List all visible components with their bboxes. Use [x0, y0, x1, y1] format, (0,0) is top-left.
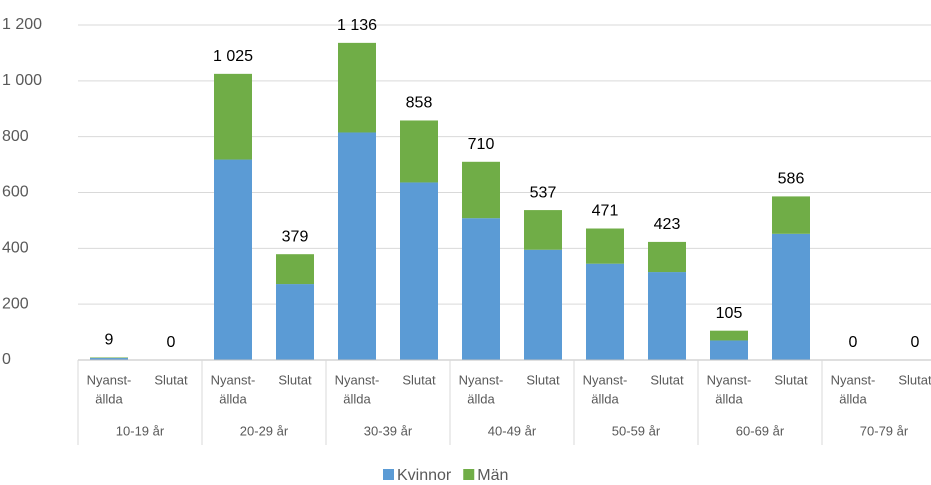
- legend-swatch: [383, 469, 394, 480]
- bar-segment: [400, 182, 438, 360]
- total-label: 1 136: [337, 17, 377, 34]
- group-label: 10-19 år: [116, 423, 165, 438]
- x-tick-label: Nyanst-: [335, 372, 380, 387]
- bar-segment: [648, 241, 686, 273]
- group-label: 60-69 år: [736, 423, 785, 438]
- legend-label: Kvinnor: [397, 467, 452, 484]
- total-label: 858: [406, 95, 433, 112]
- group-label: 20-29 år: [240, 423, 289, 438]
- legend-label: Män: [477, 467, 508, 484]
- total-label: 1 025: [213, 48, 253, 65]
- bar-segment: [462, 161, 500, 219]
- x-tick-label: ällda: [467, 391, 495, 406]
- y-tick-label: 1 000: [2, 72, 42, 89]
- bar-segment: [710, 330, 748, 341]
- y-tick-label: 800: [2, 128, 29, 145]
- x-tick-label: Slutat: [278, 372, 312, 387]
- legend-swatch: [463, 469, 475, 480]
- total-label: 9: [105, 332, 114, 349]
- x-tick-label: ällda: [219, 391, 247, 406]
- group-label: 70-79 år: [860, 423, 909, 438]
- total-label: 379: [282, 228, 309, 245]
- x-tick-label: Nyanst-: [707, 372, 752, 387]
- bar-segment: [338, 42, 376, 133]
- total-label: 0: [911, 334, 920, 351]
- x-tick-label: Nyanst-: [583, 372, 628, 387]
- x-tick-label: ällda: [591, 391, 619, 406]
- bar-segment: [524, 249, 562, 360]
- y-tick-label: 1 200: [2, 16, 42, 33]
- total-label: 105: [716, 305, 743, 322]
- bar-segment: [462, 218, 500, 360]
- x-tick-label: Nyanst-: [211, 372, 256, 387]
- y-tick-label: 600: [2, 184, 29, 201]
- group-label: 40-49 år: [488, 423, 537, 438]
- total-label: 710: [468, 136, 495, 153]
- x-tick-label: Nyanst-: [87, 372, 132, 387]
- group-label: 30-39 år: [364, 423, 413, 438]
- group-label: 50-59 år: [612, 423, 661, 438]
- y-tick-label: 200: [2, 295, 29, 312]
- bar-segment: [772, 196, 810, 234]
- x-tick-label: ällda: [95, 391, 123, 406]
- bar-segment: [90, 357, 128, 359]
- x-tick-label: Slutat: [774, 372, 808, 387]
- x-tick-label: Slutat: [402, 372, 436, 387]
- x-tick-label: Slutat: [526, 372, 560, 387]
- x-tick-label: Slutat: [650, 372, 684, 387]
- bar-segment: [710, 340, 748, 360]
- total-label: 586: [778, 171, 805, 188]
- bar-segment: [524, 210, 562, 250]
- x-tick-label: ällda: [715, 391, 743, 406]
- y-tick-label: 0: [2, 351, 11, 368]
- total-label: 471: [592, 203, 619, 220]
- bar-segment: [276, 254, 314, 285]
- total-label: 0: [167, 334, 176, 351]
- bar-segment: [400, 120, 438, 183]
- bar-segment: [214, 159, 252, 360]
- total-label: 537: [530, 184, 557, 201]
- x-tick-label: Slutat: [154, 372, 188, 387]
- bar-segment: [90, 358, 128, 360]
- bar-segment: [214, 73, 252, 160]
- bar-segment: [586, 228, 624, 264]
- y-tick-label: 400: [2, 240, 29, 257]
- total-label: 0: [849, 334, 858, 351]
- bar-segment: [276, 284, 314, 360]
- bar-segment: [648, 272, 686, 360]
- bar-segment: [586, 263, 624, 360]
- bar-segment: [338, 132, 376, 360]
- total-label: 423: [654, 216, 681, 233]
- x-tick-label: Slutat: [898, 372, 931, 387]
- x-tick-label: Nyanst-: [459, 372, 504, 387]
- x-tick-label: Nyanst-: [831, 372, 876, 387]
- x-tick-label: ällda: [343, 391, 371, 406]
- bar-segment: [772, 233, 810, 360]
- x-tick-label: ällda: [839, 391, 867, 406]
